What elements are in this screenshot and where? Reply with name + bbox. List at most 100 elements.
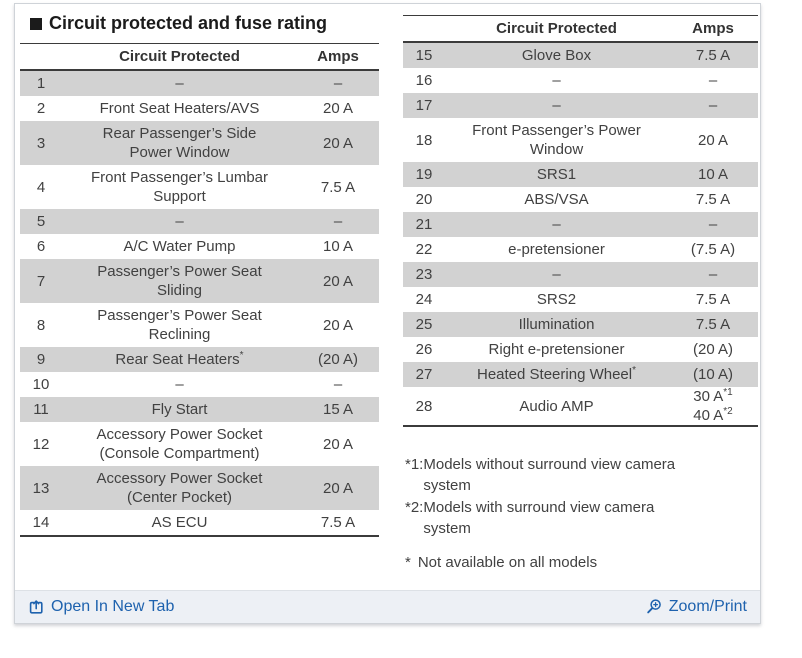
fuse-number-cell: 24 bbox=[415, 291, 433, 308]
table-row: 17 – – bbox=[403, 93, 758, 118]
table-row: 13 Accessory Power Socket (Center Pocket)… bbox=[20, 466, 379, 510]
table-row: 8 Passenger’s Power Seat Reclining 20 A bbox=[20, 303, 379, 347]
fuse-number-cell: 1 bbox=[36, 75, 46, 92]
fuse-number-cell: 17 bbox=[415, 97, 433, 114]
footnote-2: *2: Models with surround view camera sys… bbox=[405, 497, 767, 539]
circuit-name-cell: Audio AMP bbox=[519, 397, 594, 415]
circuit-name-cell: Glove Box bbox=[521, 47, 592, 64]
fuse-number-cell: 27 bbox=[415, 366, 433, 383]
footnote-text: Models without surround view camera syst… bbox=[423, 456, 676, 494]
amps-value-cell: 7.5 A bbox=[695, 316, 731, 333]
amps-value-cell: – bbox=[333, 376, 343, 393]
circuit-name-cell: SRS1 bbox=[536, 166, 577, 183]
fuse-number-cell: 22 bbox=[415, 241, 433, 258]
open-in-new-tab-icon bbox=[29, 599, 43, 614]
circuit-name-cell: – bbox=[552, 216, 561, 233]
fuse-number-cell: 26 bbox=[415, 341, 433, 358]
table-row: 24 SRS2 7.5 A bbox=[403, 287, 758, 312]
amps-value-cell: 20 A bbox=[322, 100, 354, 117]
circuit-name-cell: Fly Start bbox=[151, 401, 208, 418]
amps-value-cell: (20 A) bbox=[692, 341, 734, 358]
fuse-number-cell: 16 bbox=[415, 72, 433, 89]
circuit-name-cell: Right e-pretensioner bbox=[488, 341, 625, 358]
footer-bar: Open In New Tab Zoom/Print bbox=[15, 590, 760, 623]
amps-value-cell: 7.5 A bbox=[695, 47, 731, 64]
table-row: 4 Front Passenger’s Lumbar Support 7.5 A bbox=[20, 165, 379, 209]
amps-value-cell: 7.5 A bbox=[320, 514, 356, 531]
circuit-name-cell: A/C Water Pump bbox=[123, 238, 236, 255]
amps-value-cell: – bbox=[708, 216, 718, 233]
zoom-print-label: Zoom/Print bbox=[668, 598, 747, 615]
table-row: 11 Fly Start 15 A bbox=[20, 397, 379, 422]
circuit-name-cell: Heated Steering Wheel* bbox=[477, 365, 636, 384]
table-row: 12 Accessory Power Socket (Console Compar… bbox=[20, 422, 379, 466]
amps-value-cell: 20 A bbox=[322, 316, 354, 334]
table-row: 1 – – bbox=[20, 71, 379, 96]
open-in-new-tab-label: Open In New Tab bbox=[51, 598, 175, 615]
circuit-name-cell: – bbox=[175, 75, 184, 92]
table-row: 15 Glove Box 7.5 A bbox=[403, 43, 758, 68]
fuse-number-cell: 8 bbox=[36, 316, 46, 334]
column-header-circuit: Circuit Protected bbox=[496, 20, 617, 37]
section-marker-icon bbox=[30, 17, 42, 30]
amps-value-cell: (20 A) bbox=[317, 351, 359, 368]
circuit-name-cell: – bbox=[552, 266, 561, 283]
fuse-number-cell: 28 bbox=[415, 397, 433, 415]
fuse-number-cell: 10 bbox=[32, 376, 50, 393]
amps-value-cell: 20 A bbox=[322, 272, 354, 290]
circuit-name-cell: Rear Passenger’s Side Power Window bbox=[102, 125, 257, 161]
circuit-name-cell: Accessory Power Socket (Console Compartm… bbox=[96, 426, 263, 462]
amps-value-cell: (10 A) bbox=[692, 366, 734, 383]
table-row: 25 Illumination 7.5 A bbox=[403, 312, 758, 337]
footnote-marker: *2: bbox=[405, 499, 424, 516]
amps-value-cell: 10 A bbox=[322, 238, 354, 255]
table-row: 3 Rear Passenger’s Side Power Window 20 A bbox=[20, 121, 379, 165]
section-title-text: Circuit protected and fuse rating bbox=[49, 13, 328, 33]
open-in-new-tab-link[interactable]: Open In New Tab bbox=[28, 598, 174, 616]
circuit-name-cell: – bbox=[552, 97, 561, 114]
fuse-number-cell: 9 bbox=[36, 351, 46, 368]
circuit-name-cell: Passenger’s Power Seat Sliding bbox=[97, 263, 262, 299]
amps-value-cell: 20 A bbox=[322, 479, 354, 497]
table-row: 6 A/C Water Pump 10 A bbox=[20, 234, 379, 259]
table-row: 9 Rear Seat Heaters* (20 A) bbox=[20, 347, 379, 372]
footnote-text: Models with surround view camera system bbox=[423, 499, 655, 537]
zoom-print-link[interactable]: Zoom/Print bbox=[645, 598, 747, 616]
table-header: Circuit Protected Amps bbox=[403, 15, 758, 43]
footnotes: *1: Models without surround view camera … bbox=[405, 454, 767, 574]
amps-value-cell: 7.5 A bbox=[320, 178, 356, 196]
circuit-name-cell: Front Passenger’s Power Window bbox=[472, 122, 641, 158]
table-row: 21 – – bbox=[403, 212, 758, 237]
fuse-number-cell: 14 bbox=[32, 514, 50, 531]
table-row: 7 Passenger’s Power Seat Sliding 20 A bbox=[20, 259, 379, 303]
fuse-number-cell: 7 bbox=[36, 272, 46, 290]
footnote-marker: * bbox=[405, 554, 411, 571]
amps-value-cell: 20 A bbox=[322, 435, 354, 453]
table-row: 14 AS ECU 7.5 A bbox=[20, 510, 379, 535]
amps-value-cell: 7.5 A bbox=[695, 291, 731, 308]
amps-value-cell: 20 A bbox=[322, 134, 354, 152]
footnote-text: Not available on all models bbox=[417, 554, 598, 571]
amps-value-cell: 20 A bbox=[697, 131, 729, 149]
table-header: Circuit Protected Amps bbox=[20, 43, 379, 71]
amps-value-cell: – bbox=[708, 266, 718, 283]
table-row: 16 – – bbox=[403, 68, 758, 93]
fuse-number-cell: 12 bbox=[32, 435, 50, 453]
column-header-amps: Amps bbox=[692, 20, 734, 37]
fuse-table-left: Circuit Protected Amps 1 – – 2 Front Seat He… bbox=[20, 43, 379, 537]
fuse-number-cell: 3 bbox=[36, 134, 46, 152]
fuse-number-cell: 13 bbox=[32, 479, 50, 497]
circuit-name-cell: Passenger’s Power Seat Reclining bbox=[97, 307, 262, 343]
fuse-number-cell: 11 bbox=[33, 401, 49, 418]
circuit-name-cell: Front Seat Heaters/AVS bbox=[99, 100, 260, 117]
circuit-name-cell: – bbox=[175, 213, 184, 230]
footnote-1: *1: Models without surround view camera … bbox=[405, 454, 767, 496]
table-row: 20 ABS/VSA 7.5 A bbox=[403, 187, 758, 212]
circuit-name-cell: Accessory Power Socket (Center Pocket) bbox=[96, 470, 263, 506]
amps-value-cell: – bbox=[708, 97, 718, 114]
amps-value-cell: 10 A bbox=[697, 166, 729, 183]
fuse-number-cell: 20 bbox=[415, 191, 433, 208]
circuit-name-cell: Illumination bbox=[518, 316, 595, 333]
fuse-number-cell: 4 bbox=[36, 178, 46, 196]
